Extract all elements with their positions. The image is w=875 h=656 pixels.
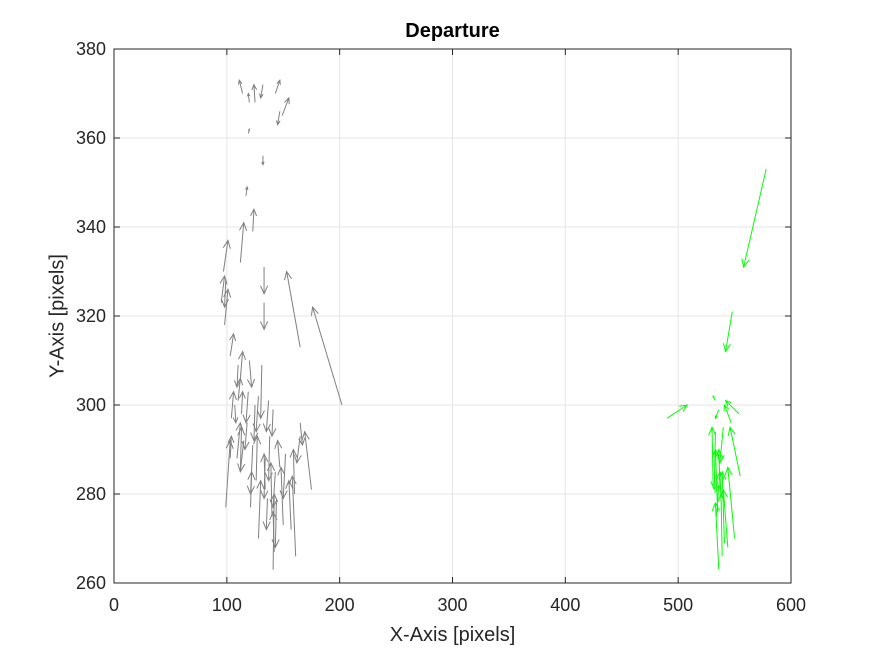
quiver-arrow (229, 332, 237, 357)
quiver-arrow (247, 127, 251, 134)
x-tick-label: 600 (776, 595, 806, 615)
quiver-arrow (242, 391, 251, 425)
quiver-arrow (245, 185, 249, 196)
chart-title: Departure (405, 20, 500, 42)
quiver-arrow (266, 461, 276, 517)
x-tick-label: 400 (550, 595, 580, 615)
quiver-arrow (274, 78, 281, 94)
quiver-arrow (247, 470, 256, 508)
quiver-arrow (301, 430, 312, 490)
quiver-arrow (236, 377, 244, 401)
y-tick-label: 260 (76, 573, 106, 593)
x-tick-label: 500 (663, 595, 693, 615)
quiver-arrow (261, 155, 265, 166)
y-tick-label: 380 (76, 39, 106, 59)
quiver-arrow (310, 305, 343, 406)
quiver-arrow (724, 399, 740, 415)
quiver-arrow (716, 427, 725, 465)
quiver-arrow (722, 311, 733, 353)
quiver-arrow (228, 390, 237, 419)
quiver-arrow (711, 501, 720, 570)
quiver-arrow (227, 434, 235, 459)
x-tick-label: 100 (212, 595, 242, 615)
quiver-arrow (285, 479, 294, 530)
quiver-arrow (718, 470, 727, 543)
quiver-arrow (260, 452, 269, 490)
quiver-arrow (251, 83, 258, 103)
quiver-arrow (281, 96, 290, 116)
y-axis-label: Y-Axis [pixels] (46, 254, 69, 378)
quiver-arrow (238, 390, 246, 414)
quiver-arrow (259, 84, 264, 100)
quiver-arrow (246, 92, 251, 103)
quiver-arrow (237, 78, 244, 94)
quiver-arrow (284, 270, 301, 348)
quiver-arrow (288, 474, 297, 557)
quiver-arrow (279, 453, 288, 500)
y-tick-label: 280 (76, 484, 106, 504)
quiver-arrow (237, 350, 247, 379)
y-tick-label: 340 (76, 217, 106, 237)
quiver-arrow (237, 426, 246, 472)
quiver-arrow (256, 364, 265, 420)
quiver-arrow (252, 396, 261, 433)
quiver-arrow (714, 448, 724, 486)
quiver-arrow (246, 360, 256, 389)
x-tick-label: 300 (437, 595, 467, 615)
quiver-arrow (712, 395, 716, 401)
x-tick-label: 0 (109, 595, 119, 615)
quiver-arrow (260, 302, 269, 331)
quiver-arrow (724, 466, 736, 539)
quiver-arrow (225, 439, 234, 508)
quiver-arrow (253, 434, 262, 481)
quiver-arrow (727, 426, 741, 477)
y-tick-label: 360 (76, 128, 106, 148)
quiver-arrow (274, 439, 283, 468)
quiver-arrow (250, 404, 259, 442)
quiver-arrow (269, 510, 278, 552)
quiver-arrow (275, 111, 281, 126)
quiver-arrow (289, 448, 298, 495)
quiver-arrow (232, 404, 239, 425)
quiver-arrow (260, 267, 269, 295)
quiver-arrow (723, 403, 732, 423)
quiver-arrow (298, 422, 306, 447)
quiver-arrow (223, 288, 232, 325)
quiver-arrow (714, 483, 723, 517)
quiver-arrow (277, 466, 286, 526)
quiver-arrow (222, 239, 231, 272)
quiver-arrow (719, 488, 729, 548)
y-tick-label: 300 (76, 395, 106, 415)
quiver-arrow (268, 409, 277, 438)
quiver-arrow (262, 498, 271, 531)
quiver-arrow (262, 400, 271, 433)
quiver-arrow (666, 404, 689, 419)
quiver-arrow (741, 169, 767, 269)
quiver-arrow (714, 409, 720, 420)
quiver-arrow (250, 207, 258, 232)
quiver-arrow (219, 274, 228, 303)
x-tick-label: 200 (325, 595, 355, 615)
x-axis-label: X-Axis [pixels] (389, 624, 516, 646)
quiver-arrow (256, 479, 265, 539)
quiver-arrow (239, 221, 248, 263)
y-tick-label: 320 (76, 306, 106, 326)
